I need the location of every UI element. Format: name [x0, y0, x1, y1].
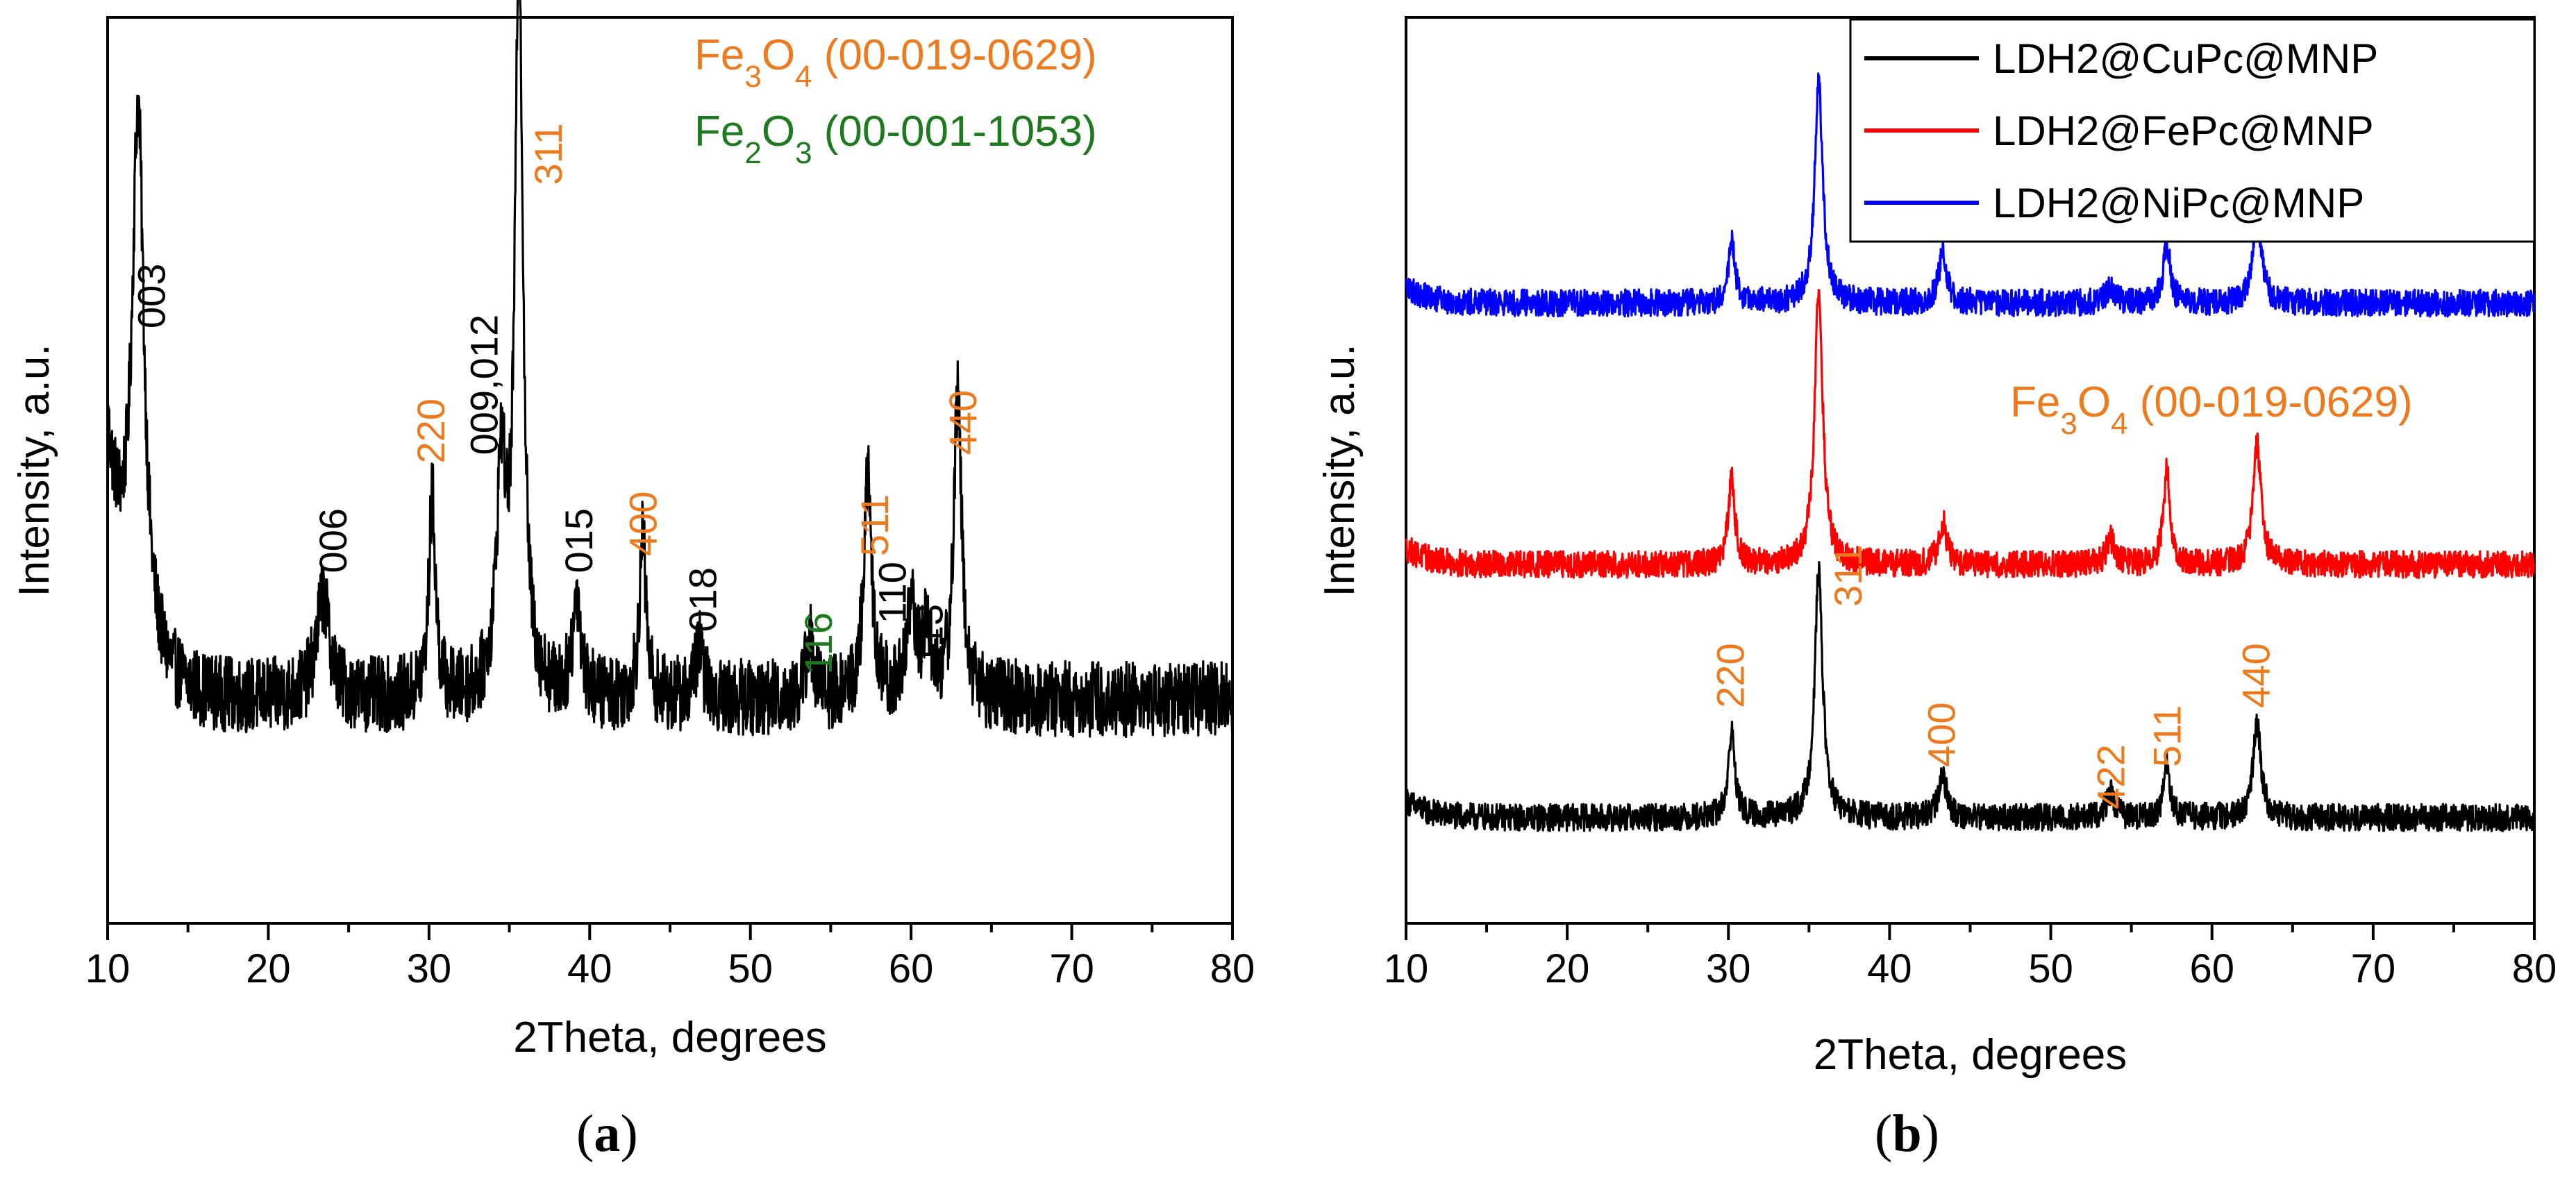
panel-a-caption: (a)	[576, 1105, 638, 1163]
peak-label: 440	[2234, 643, 2277, 707]
x-tick-label: 70	[1049, 946, 1094, 991]
x-tick-label: 50	[2028, 946, 2073, 991]
legend-label: LDH2@NiPc@MNP	[1993, 180, 2364, 226]
reference-label: Fe3O4 (00-019-0629)	[2010, 378, 2413, 441]
peak-label: 110	[870, 562, 914, 623]
x-tick-label: 60	[2189, 946, 2234, 991]
x-tick-label: 40	[1867, 946, 1912, 991]
reference-label: Fe3O4 (00-019-0629)	[694, 31, 1097, 94]
peak-label: 311	[1826, 545, 1870, 607]
series-line-LDH2@FePc@MNP	[1405, 288, 2535, 580]
x-tick-label: 10	[85, 946, 131, 991]
peak-label: 511	[853, 494, 896, 556]
peak-label: 116	[796, 612, 840, 674]
peak-label: 018	[680, 567, 724, 632]
peak-label: 511	[2146, 705, 2189, 767]
peak-label: 422	[2089, 744, 2132, 809]
y-axis-label: Intensity, a.u.	[10, 344, 58, 596]
peak-label: 440	[941, 390, 985, 455]
legend-label: LDH2@FePc@MNP	[1993, 108, 2374, 154]
series-line-LDH2@CuPc@MNP	[1405, 561, 2535, 832]
chart-panel-b: 10 20 30 40 50 60 70 80 2Theta, degrees Intensity…	[1316, 16, 2557, 1079]
x-tick-label: 50	[728, 946, 773, 991]
peak-label: 400	[621, 492, 665, 556]
x-tick-label: 60	[889, 946, 934, 991]
peak-label: 400	[1920, 702, 1964, 766]
series-line-LDH2@MNP	[106, 0, 1233, 739]
x-tick-label: 80	[2512, 946, 2557, 991]
panel-b-caption: (b)	[1875, 1105, 1939, 1163]
legend-label: LDH2@CuPc@MNP	[1993, 35, 2378, 82]
peak-label: 220	[1709, 643, 1753, 707]
peak-label: 009,012	[462, 314, 506, 455]
x-axis-label: 2Theta, degrees	[513, 1014, 827, 1061]
peak-label: 113	[908, 604, 951, 666]
peak-label: 220	[409, 398, 453, 463]
x-tick-label: 20	[1545, 946, 1590, 991]
x-tick-label: 80	[1210, 946, 1255, 991]
chart-panel-a: 10 20 30 40 50 60 70 80 2Theta, degrees Intensity…	[10, 0, 1255, 1061]
peak-label: 003	[129, 264, 173, 328]
y-axis-label: Intensity, a.u.	[1316, 344, 1364, 596]
x-tick-label: 40	[567, 946, 612, 991]
peak-label: 006	[311, 508, 355, 573]
x-tick-label: 10	[1384, 946, 1429, 991]
reference-label: Fe2O3 (00-001-1053)	[694, 108, 1097, 170]
x-tick-label: 30	[407, 946, 452, 991]
peak-label: 015	[557, 508, 601, 573]
peak-label: 311	[526, 123, 570, 185]
x-tick-label: 30	[1706, 946, 1751, 991]
x-axis-label: 2Theta, degrees	[1814, 1031, 2127, 1079]
x-tick-label: 70	[2351, 946, 2396, 991]
series-line-LDH2@NiPc@MNP	[1405, 72, 2535, 318]
x-tick-label: 20	[246, 946, 291, 991]
